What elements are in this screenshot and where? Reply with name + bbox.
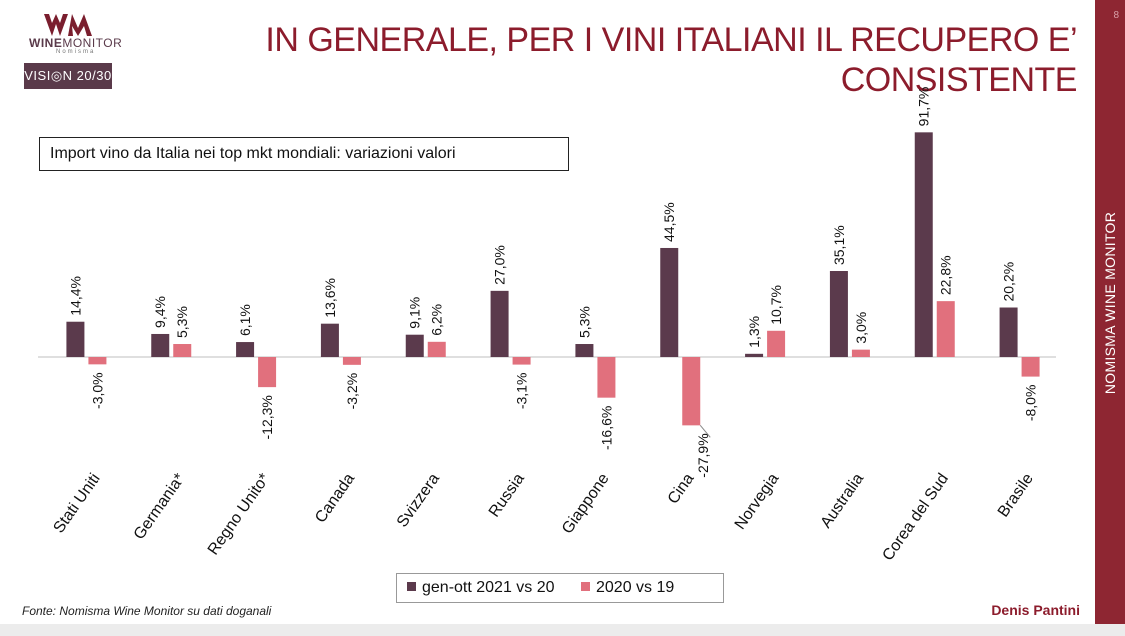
legend-swatch-series-2 [581,582,590,592]
category-label-2: Regno Unito* [205,471,274,559]
category-label-6: Giappone [559,470,613,537]
chart-title: Import vino da Italia nei top mkt mondia… [39,137,569,171]
data-label-series-1-7: 44,5% [661,202,677,242]
bar-series-2-0 [88,357,107,365]
vision-badge: VISI◎N 20/30 [24,63,112,89]
logo-nomisma: Nomisma [56,49,96,55]
category-label-1: Germania* [131,471,189,543]
bar-series-1-2 [236,342,255,357]
bar-series-1-8 [745,353,764,357]
data-label-series-2-8: 10,7% [768,285,784,325]
bar-series-1-6 [575,344,594,357]
category-label-9: Australia [818,470,868,531]
data-label-series-1-4: 9,1% [407,297,423,329]
bar-chart: 14,4% -3,0% Stati Uniti 9,4% 5,3% Germania* 6,… [38,87,1056,565]
data-label-series-2-7: -27,9% [695,433,711,477]
bar-series-2-7 [682,357,701,426]
legend-swatch-series-1 [407,582,416,592]
bar-series-2-1 [173,344,192,357]
bar-series-2-11 [1021,357,1040,377]
author: Denis Pantini [991,602,1080,618]
data-label-series-1-10: 91,7% [916,87,932,127]
data-label-series-1-6: 5,3% [576,306,592,338]
leader-line-7 [699,425,711,438]
bar-series-1-11 [999,307,1018,357]
category-label-4: Svizzera [394,470,443,530]
bar-series-2-9 [851,349,870,357]
bar-series-1-1 [151,333,170,357]
data-label-series-1-8: 1,3% [746,316,762,348]
bottom-bar [0,624,1125,636]
bar-series-1-10 [914,132,933,357]
data-label-series-1-2: 6,1% [237,304,253,336]
legend-label-series-1: gen-ott 2021 vs 20 [422,579,555,596]
category-label-8: Norvegia [732,470,783,532]
data-label-series-2-0: -3,0% [89,372,105,409]
sidebar-label: NOMISMA WINE MONITOR [1102,211,1118,395]
bar-series-1-3 [320,323,339,357]
data-label-series-1-3: 13,6% [322,278,338,318]
data-label-series-1-9: 35,1% [831,225,847,265]
legend-label-series-2: 2020 vs 19 [596,579,675,596]
category-label-5: Russia [486,470,528,520]
data-label-series-1-11: 20,2% [1001,262,1017,302]
data-label-series-2-9: 3,0% [853,312,869,344]
category-label-7: Cina [665,470,698,507]
bar-series-2-10 [936,301,955,357]
source-note: Fonte: Nomisma Wine Monitor su dati doga… [22,604,272,618]
data-label-series-1-1: 9,4% [152,296,168,328]
data-label-series-1-0: 14,4% [67,276,83,316]
bar-series-2-5 [512,357,531,365]
data-label-series-2-4: 6,2% [429,304,445,336]
logo-wordmark: WINEMONITOR [29,36,123,50]
data-label-series-2-1: 5,3% [174,306,190,338]
logo: WINEMONITOR Nomisma VISI◎N 20/30 [24,14,123,89]
bar-series-2-3 [342,357,361,365]
bar-series-2-6 [597,357,616,398]
data-label-series-2-2: -12,3% [259,395,275,439]
bar-series-1-7 [660,247,679,357]
data-label-series-1-5: 27,0% [492,245,508,285]
data-label-series-2-6: -16,6% [598,406,614,450]
data-label-series-2-11: -8,0% [1023,385,1039,422]
bar-series-1-5 [490,290,509,357]
winemonitor-logo-icon [44,14,92,36]
data-label-series-2-10: 22,8% [938,255,954,295]
category-label-11: Brasile [995,470,1037,520]
page-title: IN GENERALE, PER I VINI ITALIANI IL RECU… [265,21,1077,99]
category-label-3: Canada [312,470,358,526]
bar-series-1-4 [405,334,424,357]
chart-legend: gen-ott 2021 vs 20 2020 vs 19 [396,573,724,603]
bar-series-1-0 [66,321,85,357]
right-sidebar [1095,0,1125,624]
bar-series-2-4 [427,341,446,357]
bar-series-2-2 [258,357,277,388]
page-number: 8 [1113,10,1119,21]
bar-series-1-9 [829,271,848,357]
data-label-series-2-3: -3,2% [344,373,360,410]
data-label-series-2-5: -3,1% [514,373,530,410]
category-label-10: Corea del Sud [879,471,952,565]
category-label-0: Stati Uniti [50,471,103,537]
bar-series-2-8 [767,330,786,357]
